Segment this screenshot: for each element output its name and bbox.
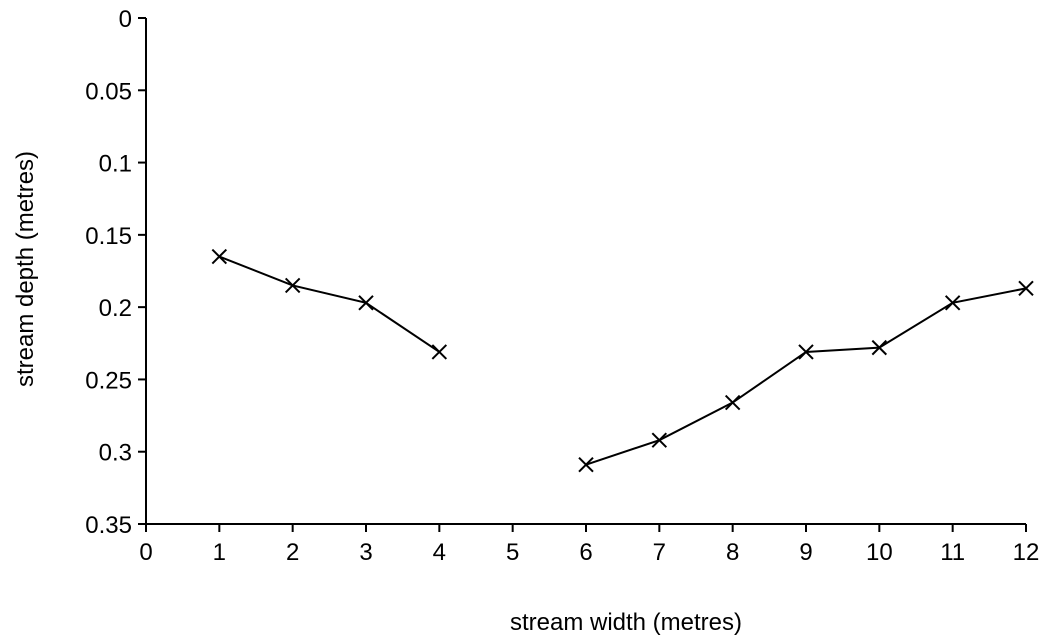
series-line-segment [585,287,1027,466]
x-axis-title: stream width (metres) [510,609,742,636]
x-tick-label: 8 [726,539,739,566]
y-tick-label: 0.3 [99,440,132,467]
x-tick-label: 10 [866,539,893,566]
x-tick-label: 2 [286,539,299,566]
data-point-marker [358,295,374,311]
x-tick-label: 0 [139,539,152,566]
x-tick-label: 12 [1013,539,1040,566]
y-axis-title: stream depth (metres) [12,151,39,387]
x-tick-label: 6 [579,539,592,566]
data-point-marker [211,248,228,265]
x-tick-label: 7 [653,539,666,566]
data-point-marker [284,277,301,294]
data-point-marker [798,344,814,360]
y-tick-label: 0.15 [85,223,132,250]
data-point-marker [651,432,668,448]
x-tick-label: 1 [213,539,226,566]
y-tick-label: 0.05 [85,78,132,105]
x-tick-label: 11 [940,539,965,566]
x-tick-label: 9 [799,539,812,566]
data-point-marker [944,295,961,311]
y-tick-label: 0.35 [85,512,132,539]
data-point-marker [431,344,448,360]
y-axis: 0 0.05 0.1 0.15 0.2 0.25 0.3 0.35 [85,6,147,539]
data-point-marker [1018,280,1034,297]
data-point-marker [724,394,741,411]
x-tick-label: 4 [433,539,446,566]
x-tick-label: 5 [506,539,519,566]
data-point-marker [578,457,594,473]
y-tick-label: 0.1 [99,151,132,178]
series-line-segment [218,255,440,353]
x-axis: 0 1 2 3 4 5 6 7 8 9 10 11 12 [139,523,1040,566]
plot-area [211,248,1034,473]
x-tick-label: 3 [359,539,372,566]
data-point-marker [871,339,888,356]
y-tick-label: 0.25 [85,367,132,394]
y-tick-label: 0.2 [99,295,132,322]
y-tick-label: 0 [119,6,132,33]
